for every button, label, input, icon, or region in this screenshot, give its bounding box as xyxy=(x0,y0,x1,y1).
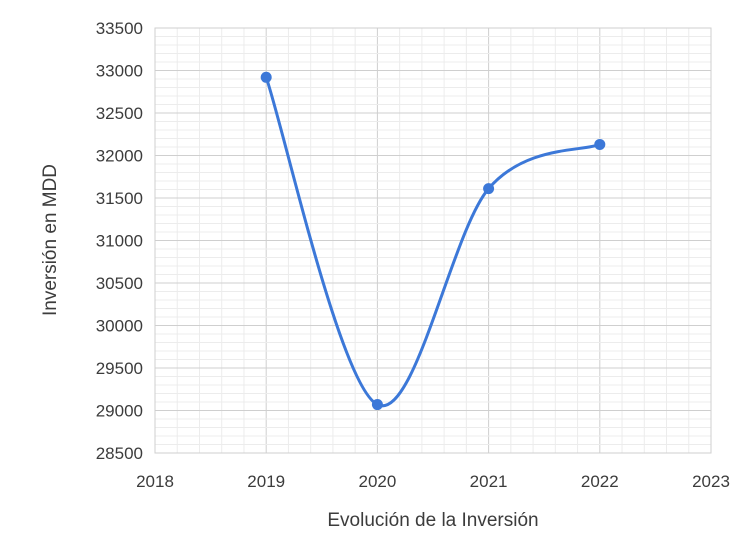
y-tick-label: 29000 xyxy=(96,402,143,421)
y-tick-label: 31000 xyxy=(96,232,143,251)
y-tick-label: 30000 xyxy=(96,317,143,336)
x-tick-label: 2023 xyxy=(692,472,730,491)
x-tick-label: 2020 xyxy=(358,472,396,491)
y-tick-label: 30500 xyxy=(96,274,143,293)
y-tick-label: 32000 xyxy=(96,147,143,166)
x-tick-label: 2018 xyxy=(136,472,174,491)
y-tick-label: 28500 xyxy=(96,444,143,463)
x-tick-label: 2022 xyxy=(581,472,619,491)
data-point xyxy=(371,399,383,411)
x-tick-label: 2021 xyxy=(470,472,508,491)
data-point xyxy=(483,183,495,195)
y-tick-label: 33500 xyxy=(96,19,143,38)
y-tick-label: 31500 xyxy=(96,189,143,208)
y-tick-label: 32500 xyxy=(96,104,143,123)
x-tick-label: 2019 xyxy=(247,472,285,491)
grid xyxy=(154,27,712,454)
y-tick-label: 33000 xyxy=(96,62,143,81)
y-tick-label: 29500 xyxy=(96,359,143,378)
data-point xyxy=(260,71,272,83)
x-axis-title: Evolución de la Inversión xyxy=(327,510,538,531)
x-axis-ticks: 2018 2019 2020 2021 2022 2023 xyxy=(136,472,730,491)
plot-area-frame xyxy=(154,27,712,454)
y-axis-ticks: 28500 29000 29500 30000 30500 31000 31500 32000… xyxy=(96,19,143,463)
series-layer xyxy=(260,71,606,411)
data-point xyxy=(594,138,606,150)
series-line xyxy=(264,75,602,408)
y-axis-title: Inversión en MDD xyxy=(40,164,61,316)
